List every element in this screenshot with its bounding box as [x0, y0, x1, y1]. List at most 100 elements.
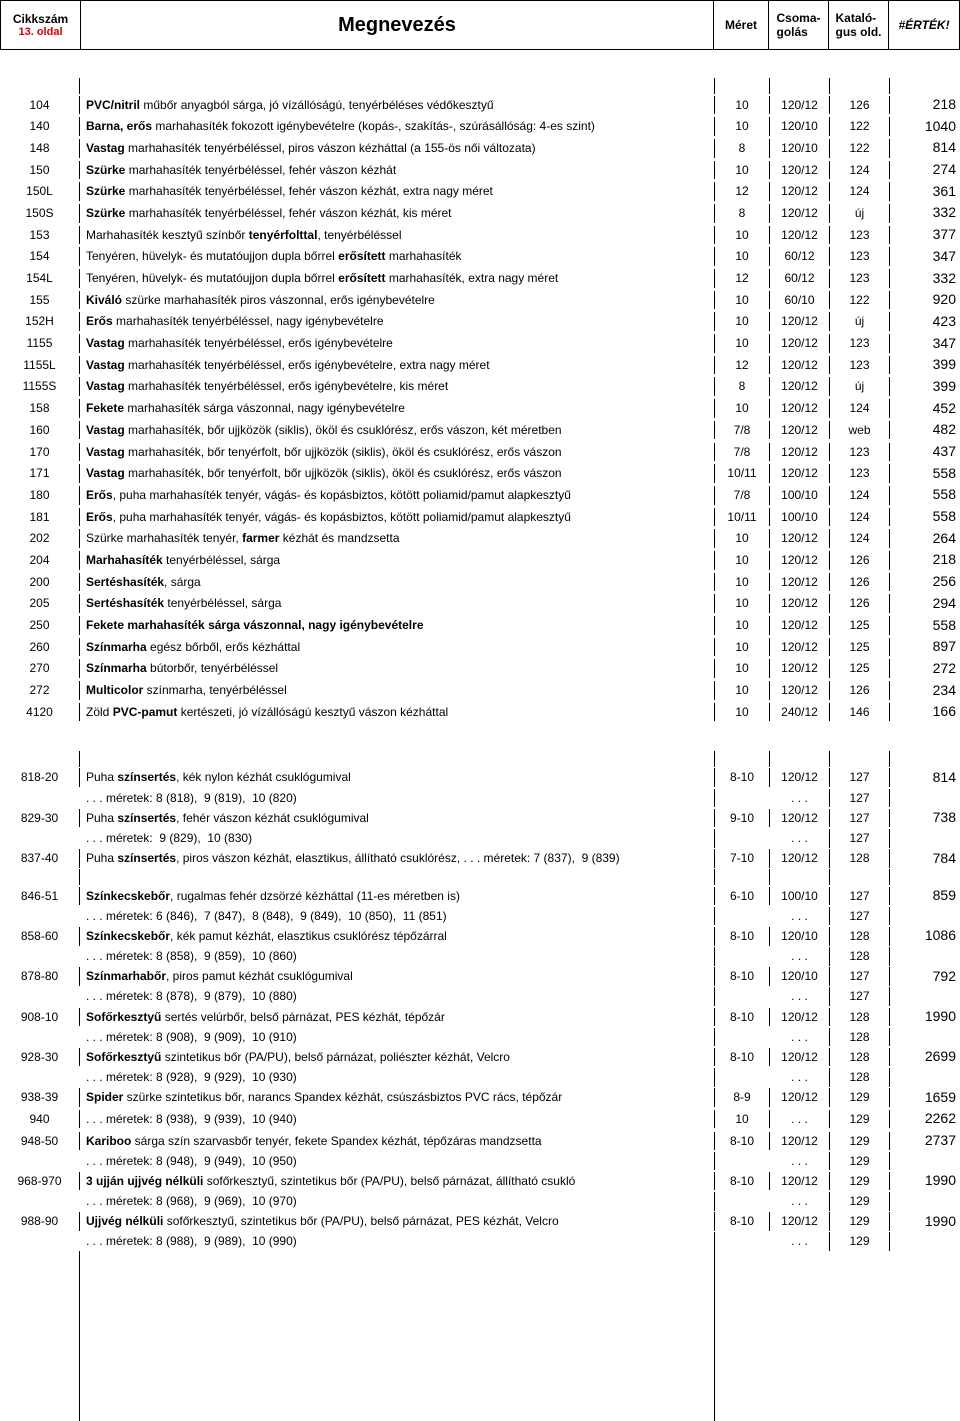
cell-size: 10 — [715, 659, 770, 678]
cell-code: 148 — [0, 139, 80, 158]
cell-name: Vastag marhahasíték tenyérbéléssel, piro… — [80, 139, 715, 158]
header-code: Cikkszám 13. oldal — [1, 1, 81, 49]
cell-pack: 120/12 — [770, 312, 830, 331]
cell-val: 558 — [890, 484, 960, 506]
cell-size: 10 — [715, 681, 770, 700]
cell-cat: 129 — [830, 1192, 890, 1211]
cell-pack: 120/10 — [770, 927, 830, 946]
table-header: Cikkszám 13. oldal Megnevezés Méret Csom… — [0, 0, 960, 50]
cell-cat: 127 — [830, 809, 890, 828]
cell-code: 1155S — [0, 377, 80, 396]
cell-pack: 120/12 — [770, 1132, 830, 1151]
cell-pack: 240/12 — [770, 703, 830, 722]
cell-size: 8-10 — [715, 1172, 770, 1191]
table-row: 181Erős, puha marhahasíték tenyér, vágás… — [0, 506, 960, 528]
table-row: 1155LVastag marhahasíték tenyérbéléssel,… — [0, 354, 960, 376]
table-row: . . . méretek: 8 (928), 9 (929), 10 (930… — [0, 1068, 960, 1087]
cell-pack: 120/12 — [770, 161, 830, 180]
cell-name: . . . méretek: 9 (829), 10 (830) — [80, 829, 715, 848]
cell-size: 6-10 — [715, 887, 770, 906]
cell-code: 150L — [0, 182, 80, 201]
cell-size: 9-10 — [715, 809, 770, 828]
cell-cat: 124 — [830, 161, 890, 180]
cell-code: 154L — [0, 269, 80, 288]
header-pack: Csoma- golás — [769, 1, 829, 49]
cell-name: Puha színsertés, kék nylon kézhát csukló… — [80, 768, 715, 787]
table-row: 171Vastag marhahasíték, bőr tenyérfolt, … — [0, 463, 960, 485]
cell-size: 8-10 — [715, 927, 770, 946]
cell-pack: 120/12 — [770, 849, 830, 868]
cell-val: 814 — [890, 767, 960, 789]
cell-name: Szürke marhahasíték tenyérbéléssel, fehé… — [80, 161, 715, 180]
cell-pack: . . . — [770, 1110, 830, 1129]
cell-val: 1040 — [890, 116, 960, 138]
cell-size: 10 — [715, 551, 770, 570]
table-row: 160Vastag marhahasíték, bőr ujjközök (si… — [0, 419, 960, 441]
cell-val: 332 — [890, 268, 960, 290]
cell-cat: 126 — [830, 573, 890, 592]
cell-pack: . . . — [770, 1028, 830, 1047]
cell-val: 332 — [890, 202, 960, 224]
table-row: . . . méretek: 6 (846), 7 (847), 8 (848)… — [0, 907, 960, 926]
cell-pack: 120/12 — [770, 421, 830, 440]
table-row: 150SSzürke marhahasíték tenyérbéléssel, … — [0, 202, 960, 224]
cell-name: . . . méretek: 8 (878), 9 (879), 10 (880… — [80, 987, 715, 1006]
cell-val: 1990 — [890, 1170, 960, 1192]
cell-size: 10 — [715, 291, 770, 310]
cell-size: 10 — [715, 312, 770, 331]
cell-cat: 127 — [830, 768, 890, 787]
cell-name: Tenyéren, hüvelyk- és mutatóujjon dupla … — [80, 247, 715, 266]
cell-code: 250 — [0, 616, 80, 635]
cell-val: 558 — [890, 615, 960, 637]
cell-code: 154 — [0, 247, 80, 266]
table-row: 140Barna, erős marhahasíték fokozott igé… — [0, 116, 960, 138]
cell-name: Ujjvég nélküli sofőrkesztyű, szintetikus… — [80, 1212, 715, 1231]
cell-cat: 124 — [830, 182, 890, 201]
cell-val: 399 — [890, 354, 960, 376]
cell-name: Vastag marhahasíték, bőr ujjközök (sikli… — [80, 421, 715, 440]
tail-spacer — [0, 1251, 960, 1421]
cell-size: 8-10 — [715, 1132, 770, 1151]
page: Cikkszám 13. oldal Megnevezés Méret Csom… — [0, 0, 960, 1421]
table-row: 154LTenyéren, hüvelyk- és mutatóujjon du… — [0, 268, 960, 290]
cell-size: 10 — [715, 161, 770, 180]
cell-val: 294 — [890, 593, 960, 615]
cell-pack: 120/10 — [770, 117, 830, 136]
cell-cat: 124 — [830, 399, 890, 418]
cell-code: 152H — [0, 312, 80, 331]
cell-cat: 125 — [830, 638, 890, 657]
cell-size: 10 — [715, 96, 770, 115]
cell-val: 1990 — [890, 1211, 960, 1233]
cell-code: 988-90 — [0, 1212, 80, 1231]
table-row: 158Fekete marhahasíték sárga vászonnal, … — [0, 398, 960, 420]
table-row: 204Marhahasíték tenyérbéléssel, sárga101… — [0, 549, 960, 571]
section: 818-20Puha színsertés, kék nylon kézhát … — [0, 751, 960, 1251]
cell-pack: 120/12 — [770, 638, 830, 657]
cell-name: . . . méretek: 8 (858), 9 (859), 10 (860… — [80, 947, 715, 966]
cell-pack: 60/12 — [770, 269, 830, 288]
cell-pack: 120/12 — [770, 1212, 830, 1231]
cell-pack: . . . — [770, 1152, 830, 1171]
cell-name: Fekete marhahasíték sárga vászonnal, nag… — [80, 399, 715, 418]
cell-code: 150 — [0, 161, 80, 180]
cell-cat: 128 — [830, 947, 890, 966]
cell-val: 274 — [890, 159, 960, 181]
cell-val: 1990 — [890, 1006, 960, 1028]
cell-name: Vastag marhahasíték tenyérbéléssel, erős… — [80, 356, 715, 375]
header-cat: Kataló- gus old. — [829, 1, 889, 49]
table-row: 154Tenyéren, hüvelyk- és mutatóujjon dup… — [0, 246, 960, 268]
cell-pack: 120/12 — [770, 204, 830, 223]
cell-pack: 100/10 — [770, 887, 830, 906]
table-row: 1155SVastag marhahasíték tenyérbéléssel,… — [0, 376, 960, 398]
cell-pack: 120/10 — [770, 967, 830, 986]
cell-code: 180 — [0, 486, 80, 505]
cell-pack: . . . — [770, 789, 830, 808]
cell-size: 10 — [715, 638, 770, 657]
cell-code: 153 — [0, 226, 80, 245]
cell-pack: . . . — [770, 1232, 830, 1251]
cell-pack: 120/12 — [770, 226, 830, 245]
cell-val: 437 — [890, 441, 960, 463]
cell-code: 202 — [0, 529, 80, 548]
cell-cat: 129 — [830, 1212, 890, 1231]
cell-code: 837-40 — [0, 849, 80, 868]
